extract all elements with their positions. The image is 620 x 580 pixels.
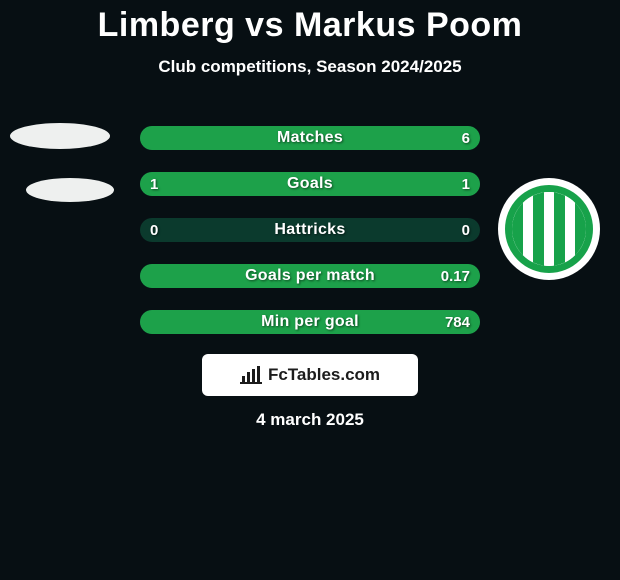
- stat-bar-row: Goals1 1: [140, 172, 480, 196]
- stat-bar-row: Hattricks0 0: [140, 218, 480, 242]
- page-subtitle: Club competitions, Season 2024/2025: [0, 57, 620, 77]
- avatar-ellipse: [26, 178, 114, 202]
- bar-stat-label: Min per goal: [140, 310, 480, 334]
- attribution-text: FcTables.com: [268, 365, 380, 385]
- mini-bar-chart-icon: [240, 366, 262, 384]
- bar-value-right: 1: [462, 172, 470, 196]
- bar-value-right: 0.17: [441, 264, 470, 288]
- bar-stat-label: Goals: [140, 172, 480, 196]
- bar-value-right: 6: [462, 126, 470, 150]
- comparison-bars: Matches6 Goals1 1 Hattricks0 0 Goals per matc…: [140, 126, 480, 356]
- bar-value-left: 0: [150, 218, 158, 242]
- bar-value-right: 784: [445, 310, 470, 334]
- stat-bar-row: Min per goal784: [140, 310, 480, 334]
- attribution-box: FcTables.com: [202, 354, 418, 396]
- bar-stat-label: Hattricks: [140, 218, 480, 242]
- avatar-ellipse: [10, 123, 110, 149]
- bar-stat-label: Matches: [140, 126, 480, 150]
- crest-stripes: [512, 192, 586, 266]
- player-right-club-crest: [498, 178, 600, 280]
- bar-stat-label: Goals per match: [140, 264, 480, 288]
- comparison-infographic: Limberg vs Markus Poom Club competitions…: [0, 0, 620, 580]
- bar-value-left: 1: [150, 172, 158, 196]
- crest-outer-ring: [498, 178, 600, 280]
- bar-value-right: 0: [462, 218, 470, 242]
- stat-bar-row: Matches6: [140, 126, 480, 150]
- stat-bar-row: Goals per match0.17: [140, 264, 480, 288]
- date-text: 4 march 2025: [0, 410, 620, 430]
- crest-inner-circle: [505, 185, 593, 273]
- page-title: Limberg vs Markus Poom: [0, 0, 620, 45]
